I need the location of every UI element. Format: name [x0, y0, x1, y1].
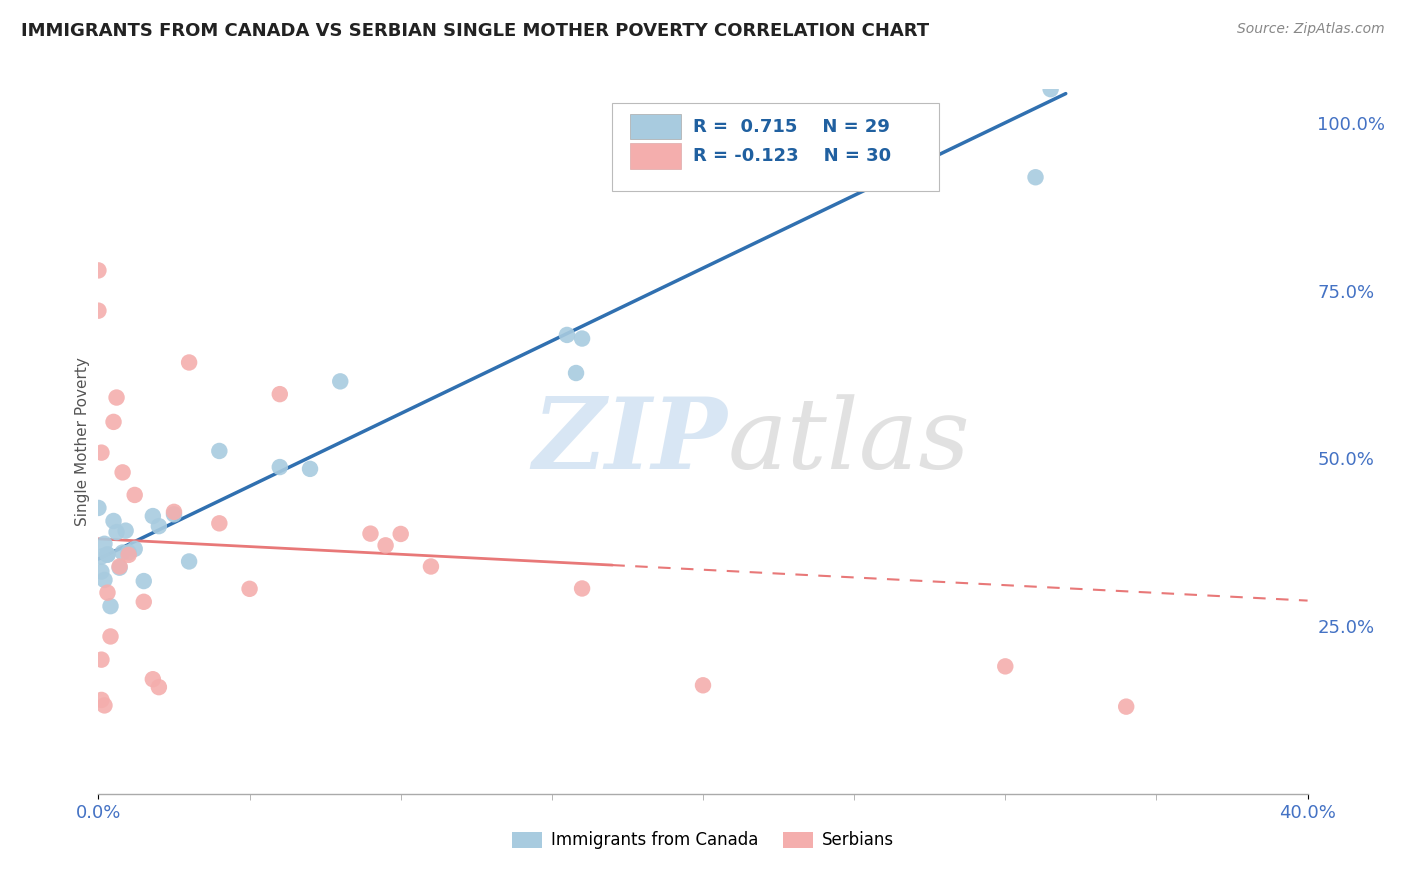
Y-axis label: Single Mother Poverty: Single Mother Poverty	[75, 357, 90, 526]
Point	[87, 303, 110, 318]
Point	[103, 514, 125, 528]
Point	[163, 508, 186, 522]
Point	[420, 559, 443, 574]
Point	[96, 585, 118, 599]
Point	[118, 545, 141, 559]
Point	[179, 355, 201, 369]
Point	[269, 460, 291, 475]
Point	[148, 519, 170, 533]
Point	[208, 516, 231, 531]
Point	[1115, 699, 1137, 714]
Point	[208, 444, 231, 458]
Point	[269, 387, 291, 401]
Point	[124, 488, 146, 502]
Point	[93, 698, 115, 713]
Point	[571, 332, 593, 346]
Point	[103, 415, 125, 429]
Point	[148, 680, 170, 694]
Point	[132, 574, 155, 588]
Point	[96, 548, 118, 562]
Point	[329, 375, 352, 389]
Point	[105, 391, 128, 405]
Point	[389, 527, 412, 541]
Legend: Immigrants from Canada, Serbians: Immigrants from Canada, Serbians	[506, 825, 900, 856]
Point	[118, 548, 141, 562]
Point	[111, 466, 134, 480]
Point	[100, 630, 122, 644]
Point	[142, 509, 165, 524]
Text: atlas: atlas	[727, 394, 970, 489]
Point	[87, 500, 110, 515]
Point	[1039, 82, 1062, 96]
Text: ZIP: ZIP	[533, 393, 727, 490]
Point	[994, 659, 1017, 673]
FancyBboxPatch shape	[613, 103, 939, 192]
Point	[565, 366, 588, 380]
Point	[90, 445, 112, 459]
Point	[90, 653, 112, 667]
Point	[105, 525, 128, 540]
Point	[163, 505, 186, 519]
Text: R = -0.123    N = 30: R = -0.123 N = 30	[693, 147, 891, 165]
Point	[555, 327, 578, 342]
Point	[90, 565, 112, 579]
Point	[114, 524, 136, 538]
Point	[108, 560, 131, 574]
Point	[571, 582, 593, 596]
Text: IMMIGRANTS FROM CANADA VS SERBIAN SINGLE MOTHER POVERTY CORRELATION CHART: IMMIGRANTS FROM CANADA VS SERBIAN SINGLE…	[21, 22, 929, 40]
Point	[111, 545, 134, 559]
Point	[132, 595, 155, 609]
Point	[93, 573, 115, 587]
Point	[239, 582, 262, 596]
Point	[142, 672, 165, 686]
Point	[90, 549, 112, 564]
Text: R =  0.715    N = 29: R = 0.715 N = 29	[693, 118, 890, 136]
Point	[96, 548, 118, 562]
Point	[1024, 170, 1046, 185]
Point	[692, 678, 714, 692]
FancyBboxPatch shape	[630, 114, 682, 139]
Point	[299, 462, 322, 476]
Text: Source: ZipAtlas.com: Source: ZipAtlas.com	[1237, 22, 1385, 37]
Point	[360, 526, 382, 541]
Point	[93, 537, 115, 551]
Point	[87, 263, 110, 277]
Point	[374, 538, 396, 552]
Point	[90, 693, 112, 707]
Point	[100, 599, 122, 614]
Point	[124, 541, 146, 556]
Point	[179, 554, 201, 568]
Point	[108, 559, 131, 574]
FancyBboxPatch shape	[630, 144, 682, 169]
